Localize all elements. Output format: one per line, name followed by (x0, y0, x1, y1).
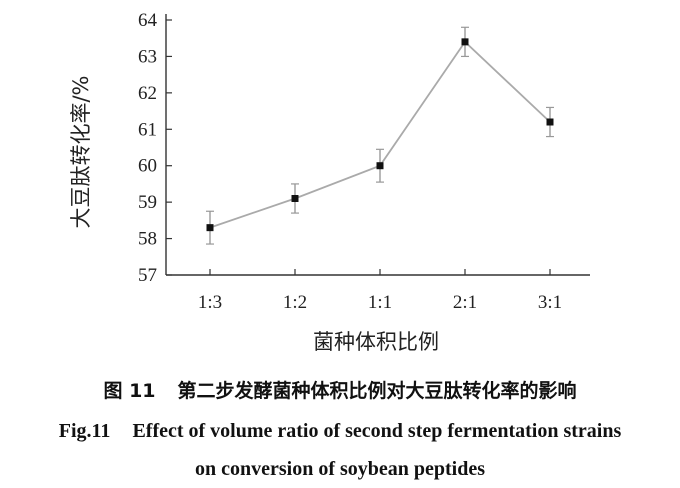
x-tick-label: 1:1 (368, 292, 392, 313)
caption-chinese-number: 图 11 (103, 380, 156, 402)
data-point (546, 118, 554, 126)
caption-english-line1: Fig.11 Effect of volume ratio of second s… (0, 420, 680, 443)
y-tick-label: 59 (138, 192, 157, 213)
x-axis-title: 菌种体积比例 (313, 330, 439, 354)
y-tick-label: 58 (138, 229, 157, 250)
caption-english-number: Fig.11 (58, 420, 111, 442)
caption-chinese-text: 第二步发酵菌种体积比例对大豆肽转化率的影响 (177, 380, 577, 402)
data-point (291, 195, 299, 202)
x-axis-ticks: 1:3 1:2 1:1 2:1 3:1 (198, 269, 562, 313)
y-tick-label: 64 (138, 10, 158, 31)
chart-axes (165, 14, 590, 276)
data-point (206, 224, 214, 232)
caption-english-text-1: Effect of volume ratio of second step fe… (132, 420, 622, 442)
caption-english-line2: on conversion of soybean peptides (0, 458, 680, 481)
x-tick-label: 2:1 (453, 292, 477, 313)
y-tick-label: 63 (138, 46, 157, 67)
data-series (206, 26, 554, 245)
y-tick-label: 62 (138, 83, 157, 104)
caption-english-text-2: on conversion of soybean peptides (194, 458, 486, 480)
y-axis-title: 大豆肽转化率/% (69, 75, 93, 228)
series-line (209, 40, 551, 229)
data-point (461, 38, 469, 46)
x-tick-label: 3:1 (538, 292, 562, 313)
y-axis-ticks: 57 58 59 60 61 62 63 64 (138, 10, 172, 286)
y-tick-label: 60 (138, 156, 157, 177)
y-tick-label: 57 (138, 265, 157, 286)
data-point (376, 162, 384, 170)
caption-chinese: 图 11 第二步发酵菌种体积比例对大豆肽转化率的影响 (0, 376, 680, 403)
y-tick-label: 61 (138, 119, 157, 140)
x-tick-label: 1:3 (198, 292, 222, 313)
x-tick-label: 1:2 (283, 292, 307, 313)
